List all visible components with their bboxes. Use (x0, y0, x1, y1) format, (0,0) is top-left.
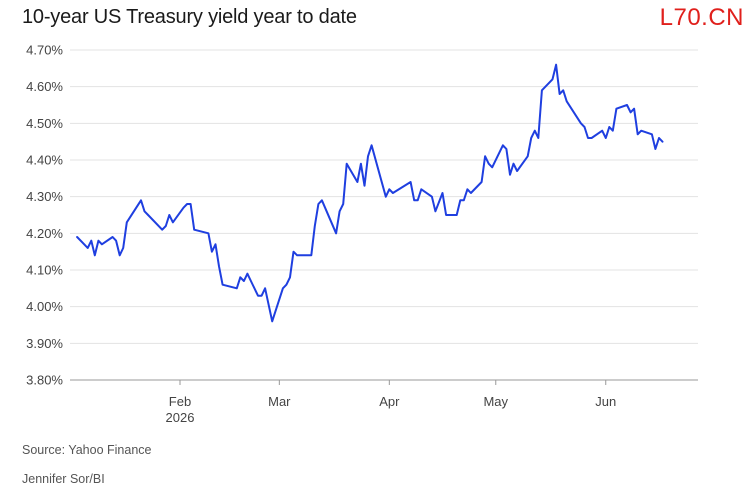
x-tick-label: Apr (379, 394, 400, 409)
watermark-logo: L70.CN (659, 4, 744, 31)
y-tick-label: 4.70% (26, 43, 63, 58)
yield-series-line (76, 63, 664, 323)
x-tick-label: May (483, 394, 508, 409)
y-tick-label: 4.10% (26, 263, 63, 278)
y-tick-label: 4.30% (26, 189, 63, 204)
y-tick-label: 4.00% (26, 299, 63, 314)
source-note: Source: Yahoo Finance (22, 443, 152, 457)
y-tick-label: 3.80% (26, 373, 63, 388)
y-tick-label: 4.20% (26, 226, 63, 241)
x-tick-label: Jun (595, 394, 616, 409)
chart-title: 10-year US Treasury yield year to date (22, 6, 357, 28)
y-tick-label: 3.90% (26, 336, 63, 351)
y-tick-label: 4.60% (26, 79, 63, 94)
x-tick-label: Feb (169, 394, 191, 409)
y-tick-label: 4.40% (26, 153, 63, 168)
x-tick-year-label: 2026 (166, 410, 195, 425)
y-tick-label: 4.50% (26, 116, 63, 131)
x-tick-label: Mar (268, 394, 291, 409)
author-credit: Jennifer Sor/BI (22, 472, 105, 486)
